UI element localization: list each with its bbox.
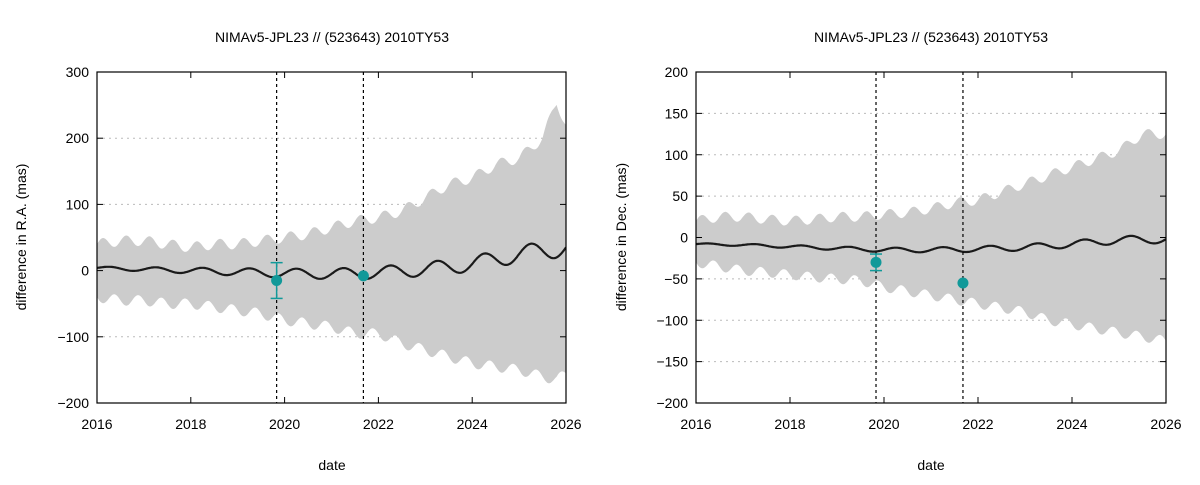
dec-chart-title: NIMAv5-JPL23 // (523643) 2010TY53 — [814, 29, 1048, 45]
dec-y-tick-label: 0 — [680, 230, 688, 246]
ra-uncertainty-band — [97, 104, 566, 384]
dec-x-axis-title: date — [917, 457, 944, 473]
ra-y-tick-label: 0 — [81, 263, 89, 279]
dec-panel: NIMAv5-JPL23 // (523643) 2010TY53 date d… — [613, 29, 1182, 473]
dec-data-point-1 — [957, 277, 969, 289]
ra-data-point-1 — [357, 270, 369, 282]
ra-panel: NIMAv5-JPL23 // (523643) 2010TY53 date d… — [13, 29, 582, 473]
ra-plot-area: −200 −100 0 100 200 300 2016 2018 2020 2022 2024 20… — [57, 64, 581, 432]
dec-y-tick-label: 50 — [672, 188, 688, 204]
ra-x-tick-label: 2020 — [269, 416, 300, 432]
dec-y-tick-label: 100 — [665, 147, 689, 163]
ra-x-tick-label: 2024 — [457, 416, 488, 432]
dec-y-tick-label: 150 — [665, 105, 689, 121]
ra-y-tick-label: 200 — [66, 130, 90, 146]
dec-x-tick-label: 2026 — [1150, 416, 1181, 432]
dec-x-tick-label: 2020 — [868, 416, 899, 432]
ra-y-tick-label: 100 — [66, 196, 90, 212]
dec-difference-line — [696, 234, 1166, 254]
dec-y-tick-label: −100 — [656, 312, 688, 328]
dec-data-point-0 — [870, 256, 882, 268]
dec-x-tick-label: 2024 — [1056, 416, 1087, 432]
dec-uncertainty-band — [696, 129, 1166, 343]
dec-y-tick-label: −200 — [656, 395, 688, 411]
ra-x-tick-label: 2026 — [550, 416, 581, 432]
dec-y-tick-label: −50 — [664, 271, 688, 287]
ra-x-tick-label: 2018 — [175, 416, 206, 432]
dec-y-tick-label: 200 — [665, 64, 689, 80]
ra-difference-line — [97, 242, 566, 280]
dec-x-tick-label: 2018 — [774, 416, 805, 432]
ra-x-axis-title: date — [318, 457, 345, 473]
ra-x-tick-label: 2016 — [81, 416, 112, 432]
dec-y-axis-title: difference in Dec. (mas) — [613, 163, 629, 311]
dec-plot-area: −200 −150 −100 −50 0 50 100 150 200 2016 2018 2020 2… — [656, 64, 1181, 432]
ra-y-axis-title: difference in R.A. (mas) — [13, 164, 29, 311]
dec-x-tick-label: 2022 — [962, 416, 993, 432]
ra-y-tick-label: 300 — [66, 64, 90, 80]
dec-y-tick-label: −150 — [656, 354, 688, 370]
dec-x-tick-label: 2016 — [680, 416, 711, 432]
ra-y-tick-label: −200 — [57, 395, 89, 411]
ra-data-point-0 — [271, 275, 283, 287]
ra-plot-frame — [96, 71, 567, 404]
ra-chart-title: NIMAv5-JPL23 // (523643) 2010TY53 — [215, 29, 449, 45]
ra-y-tick-label: −100 — [57, 329, 89, 345]
ra-x-tick-label: 2022 — [363, 416, 394, 432]
